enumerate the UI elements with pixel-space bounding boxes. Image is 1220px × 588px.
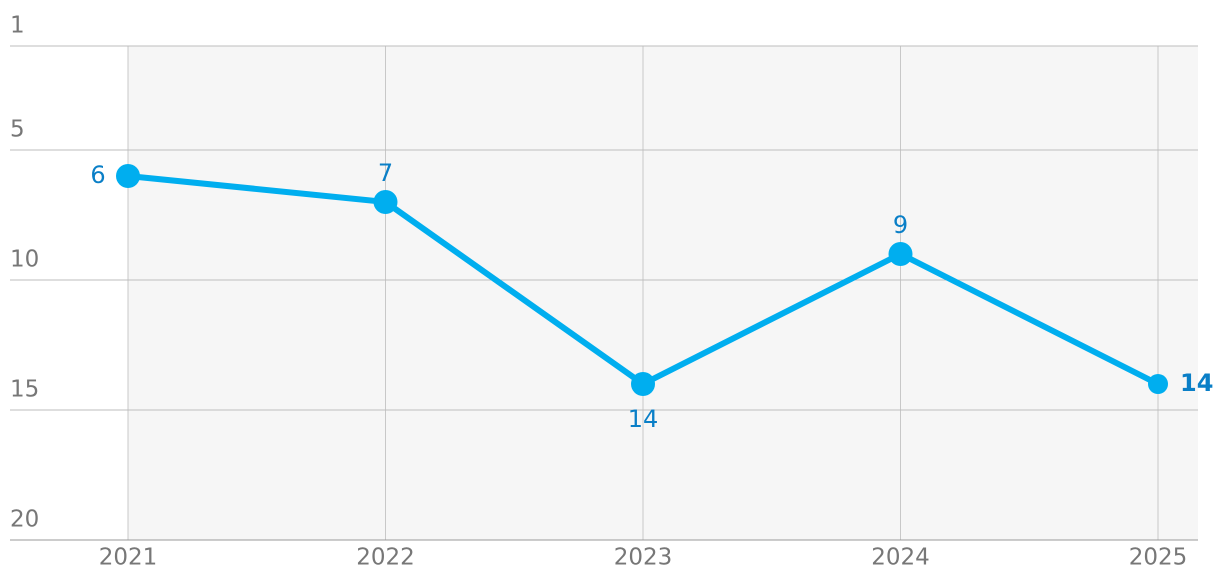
data-label: 14 (1180, 369, 1213, 397)
y-tick-label: 20 (10, 507, 39, 533)
y-tick-label: 5 (10, 117, 25, 143)
point (631, 372, 655, 396)
data-label: 9 (893, 211, 908, 239)
x-tick-label: 2021 (99, 545, 158, 571)
point (116, 164, 140, 188)
y-tick-label: 15 (10, 377, 39, 403)
x-tick-label: 2022 (356, 545, 415, 571)
data-label: 6 (90, 161, 105, 189)
point (373, 190, 398, 214)
data-label: 14 (628, 405, 659, 433)
x-tick-label: 2023 (614, 545, 673, 571)
plot-background (128, 46, 1198, 540)
y-tick-label: 1 (10, 13, 25, 39)
x-tick-label: 2024 (871, 545, 930, 571)
data-label: 7 (378, 159, 393, 187)
point (1148, 374, 1168, 394)
y-tick-label: 10 (10, 247, 39, 273)
point (888, 242, 913, 266)
x-tick-label: 2025 (1129, 545, 1188, 571)
